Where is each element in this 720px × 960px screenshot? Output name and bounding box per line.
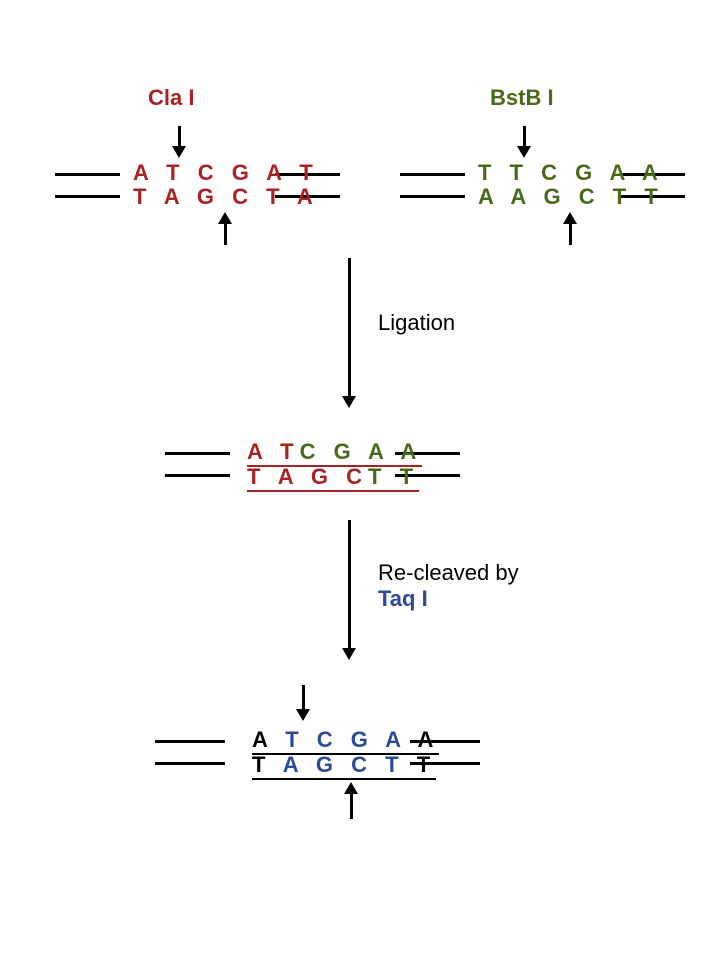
cla-seq-top: A T C G A T — [133, 160, 319, 186]
cla-cut-top-arrowhead — [172, 146, 186, 158]
final-bot-l: T — [252, 752, 271, 777]
recleaved-label: Re-cleaved by — [378, 560, 519, 586]
arrow-recleave — [348, 520, 351, 650]
ligation-label: Ligation — [378, 310, 455, 336]
bstb-seq-bottom: A A G C T T — [478, 184, 664, 210]
middle-top-right: C G A A — [300, 439, 423, 464]
dna-line — [165, 474, 230, 477]
dna-line — [155, 740, 225, 743]
dna-line — [165, 452, 230, 455]
middle-bottom: T A G CT T — [247, 464, 419, 492]
final-top-r: A — [418, 727, 440, 752]
dna-line — [55, 195, 120, 198]
arrow-recleave-head — [342, 648, 356, 660]
final-bot-r: T — [417, 752, 436, 777]
bstb-cut-bottom-arrow — [569, 223, 572, 245]
cla-seq-bottom: T A G C T A — [133, 184, 319, 210]
final-bottom: T A G C T T — [252, 752, 436, 780]
dna-line — [400, 195, 465, 198]
bstb-seq-top: T T C G A A — [478, 160, 664, 186]
taq-label: Taq I — [378, 586, 428, 612]
final-bot-mid: A G C T — [283, 752, 405, 777]
final-top-l: A — [252, 727, 273, 752]
middle-top: A TC G A A — [247, 439, 422, 467]
bstb-cut-top-arrowhead — [517, 146, 531, 158]
cla-cut-top-arrow — [178, 126, 181, 148]
taq-cut-bottom-arrow — [350, 793, 353, 819]
taq-cut-top-arrow — [302, 685, 305, 711]
middle-top-left: A T — [247, 439, 300, 464]
taq-cut-top-arrowhead — [296, 709, 310, 721]
dna-line — [155, 762, 225, 765]
cla-label: Cla I — [148, 85, 194, 111]
arrow-ligation — [348, 258, 351, 398]
bstb-label: BstB I — [490, 85, 554, 111]
dna-line — [55, 173, 120, 176]
cla-cut-bottom-arrow — [224, 223, 227, 245]
final-top: A T C G A A — [252, 727, 439, 755]
middle-bottom-right: T T — [368, 464, 419, 489]
arrow-ligation-head — [342, 396, 356, 408]
dna-line — [400, 173, 465, 176]
middle-bottom-left: T A G C — [247, 464, 368, 489]
final-top-mid: T C G A — [285, 727, 406, 752]
bstb-cut-top-arrow — [523, 126, 526, 148]
